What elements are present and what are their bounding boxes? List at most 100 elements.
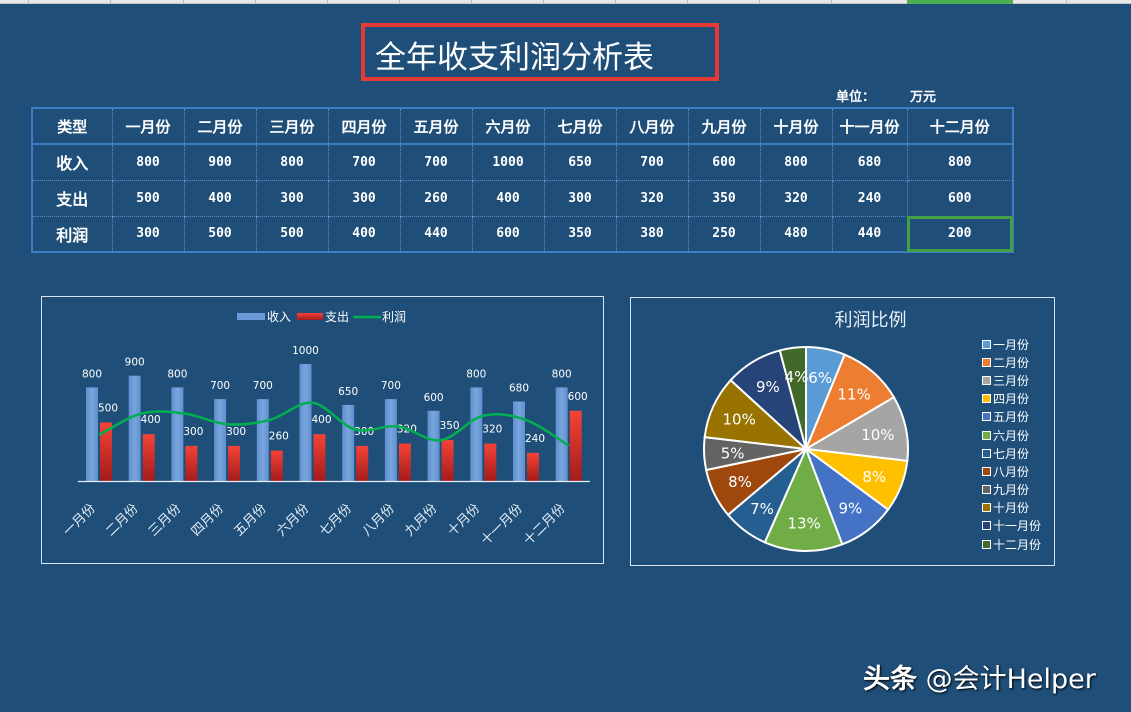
income-bar[interactable]	[470, 387, 483, 481]
expense-bar[interactable]	[398, 443, 411, 481]
x-axis-tick-label: 二月份	[103, 501, 141, 539]
header-month[interactable]: 一月份	[112, 108, 185, 145]
table-cell[interactable]: 400	[328, 216, 401, 253]
header-month[interactable]: 二月份	[184, 108, 257, 145]
income-bar[interactable]	[214, 399, 227, 481]
table-cell[interactable]: 300	[328, 180, 401, 217]
expense-bar[interactable]	[484, 443, 497, 481]
table-cell[interactable]: 320	[616, 180, 689, 217]
table-cell[interactable]: 1000	[472, 144, 545, 181]
expense-bar[interactable]	[441, 440, 454, 481]
table-cell[interactable]: 700	[400, 144, 473, 181]
table-cell[interactable]: 500	[184, 216, 257, 253]
expense-bar[interactable]	[100, 422, 112, 482]
header-month[interactable]: 十月份	[760, 108, 833, 145]
expense-bar[interactable]	[569, 410, 582, 481]
header-month[interactable]: 四月份	[328, 108, 401, 145]
combo-chart[interactable]: 800 500 一月份 900 400 二月份 800 300 三月份 700 300 四月份 700 2…	[41, 296, 604, 564]
expense-bar[interactable]	[142, 434, 155, 481]
table-cell[interactable]: 700	[328, 144, 401, 181]
pie-legend-item[interactable]: 六月份	[982, 426, 1041, 444]
table-cell[interactable]: 250	[688, 216, 761, 253]
income-bar[interactable]	[86, 387, 98, 481]
table-cell[interactable]: 440	[400, 216, 473, 253]
pie-legend-item[interactable]: 二月份	[982, 353, 1041, 371]
table-cell[interactable]: 300	[112, 216, 185, 253]
table-cell[interactable]: 600	[688, 144, 761, 181]
table-cell[interactable]: 700	[616, 144, 689, 181]
pie-legend-item[interactable]: 五月份	[982, 408, 1041, 426]
row-label[interactable]: 支出	[32, 180, 113, 217]
pie-legend-item[interactable]: 八月份	[982, 462, 1041, 480]
header-month[interactable]: 五月份	[400, 108, 473, 145]
table-cell[interactable]: 500	[256, 216, 329, 253]
pie-slice[interactable]	[763, 446, 844, 552]
table-cell[interactable]: 800	[112, 144, 185, 181]
table-cell[interactable]: 480	[760, 216, 833, 253]
pie-legend-item[interactable]: 七月份	[982, 444, 1041, 462]
header-month[interactable]: 八月份	[616, 108, 689, 145]
header-type[interactable]: 类型	[32, 108, 113, 145]
income-bar[interactable]	[342, 404, 355, 481]
pie-legend-item[interactable]: 九月份	[982, 481, 1041, 499]
table-cell[interactable]: 350	[544, 216, 617, 253]
income-bar[interactable]	[299, 364, 312, 481]
table-cell[interactable]: 600	[907, 180, 1014, 217]
income-bar[interactable]	[555, 387, 568, 481]
table-cell-selected[interactable]: 200	[907, 216, 1014, 253]
income-bar[interactable]	[171, 387, 184, 481]
table-cell[interactable]: 800	[256, 144, 329, 181]
expense-bar[interactable]	[313, 434, 326, 481]
title-box[interactable]: 全年收支利润分析表	[361, 23, 719, 81]
expense-bar[interactable]	[270, 450, 283, 481]
income-bar[interactable]	[128, 375, 141, 481]
expense-bar[interactable]	[228, 445, 241, 481]
header-month[interactable]: 七月份	[544, 108, 617, 145]
table-cell[interactable]: 400	[472, 180, 545, 217]
profit-line[interactable]	[98, 401, 570, 447]
header-month[interactable]: 六月份	[472, 108, 545, 145]
legend-swatch-icon	[982, 375, 991, 385]
pie-slice[interactable]	[778, 345, 807, 450]
legend-swatch-icon	[982, 485, 991, 495]
table-cell[interactable]: 900	[184, 144, 257, 181]
table-cell[interactable]: 260	[400, 180, 473, 217]
header-month[interactable]: 十二月份	[907, 108, 1014, 145]
pie-legend-item[interactable]: 四月份	[982, 390, 1041, 408]
pie-legend-item[interactable]: 三月份	[982, 371, 1041, 389]
table-cell[interactable]: 320	[760, 180, 833, 217]
expense-bar[interactable]	[356, 445, 369, 481]
pie-chart[interactable]: 利润比例 6% 11% 10% 8% 9% 13% 7% 8% 5% 10% 9% 4% 一月份 二月份…	[630, 297, 1055, 566]
table-cell[interactable]: 300	[256, 180, 329, 217]
table-cell[interactable]: 800	[907, 144, 1014, 181]
table-cell[interactable]: 800	[760, 144, 833, 181]
income-bar[interactable]	[384, 399, 397, 481]
table-cell[interactable]: 240	[832, 180, 908, 217]
pie-legend-item[interactable]: 一月份	[982, 335, 1041, 353]
income-bar[interactable]	[427, 410, 440, 481]
table-cell[interactable]: 680	[832, 144, 908, 181]
header-month[interactable]: 九月份	[688, 108, 761, 145]
row-label[interactable]: 收入	[32, 144, 113, 181]
table-cell[interactable]: 500	[112, 180, 185, 217]
header-month[interactable]: 三月份	[256, 108, 329, 145]
header-month[interactable]: 十一月份	[832, 108, 908, 145]
table-cell[interactable]: 650	[544, 144, 617, 181]
table-cell[interactable]: 600	[472, 216, 545, 253]
row-label[interactable]: 利润	[32, 216, 113, 253]
table-cell[interactable]: 400	[184, 180, 257, 217]
pie-slice-label: 8%	[728, 473, 752, 491]
table-cell[interactable]: 380	[616, 216, 689, 253]
expense-bar[interactable]	[527, 452, 539, 481]
table-cell[interactable]: 440	[832, 216, 908, 253]
expense-bar[interactable]	[185, 445, 198, 481]
table-cell[interactable]: 300	[544, 180, 617, 217]
expense-data-label: 400	[141, 414, 161, 426]
pie-legend-item[interactable]: 十月份	[982, 499, 1041, 517]
data-table: 类型 一月份 二月份 三月份 四月份 五月份 六月份 七月份 八月份 九月份 十月份 十一月份 十二月份…	[31, 107, 1014, 253]
income-bar[interactable]	[513, 401, 525, 481]
pie-legend-item[interactable]: 十一月份	[982, 517, 1041, 535]
pie-legend-item[interactable]: 十二月份	[982, 535, 1041, 553]
table-cell[interactable]: 350	[688, 180, 761, 217]
income-bar[interactable]	[256, 399, 269, 481]
